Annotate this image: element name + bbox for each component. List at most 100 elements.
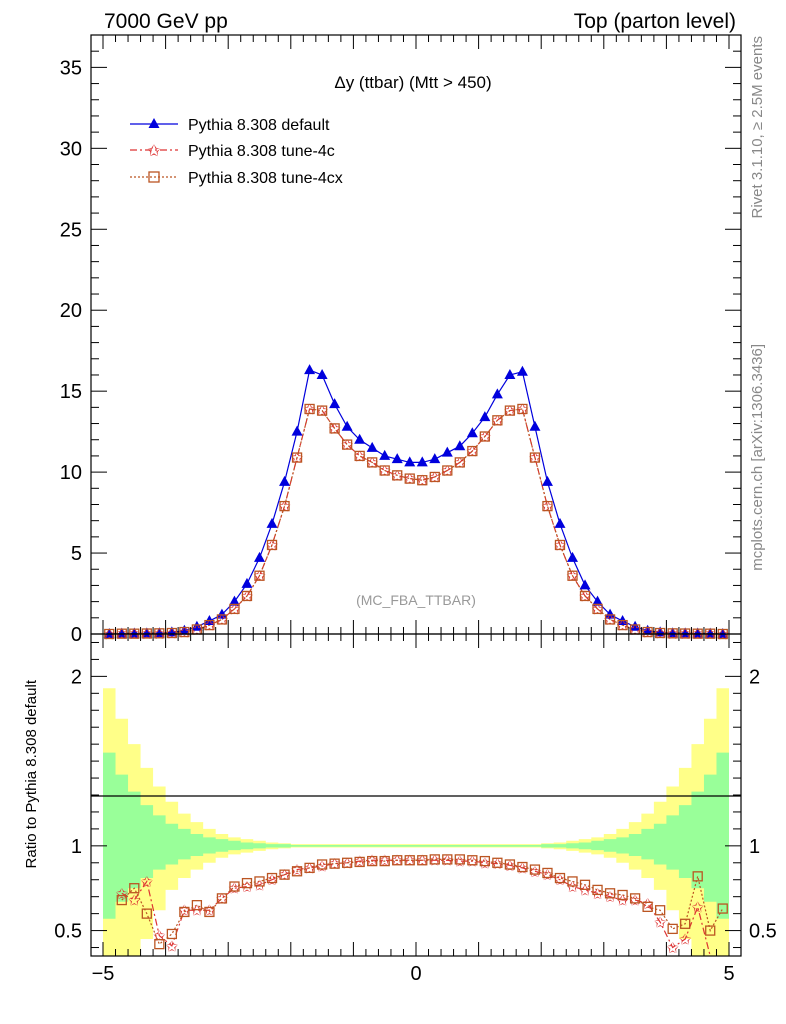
- ratio-point-s1-8: [204, 906, 215, 918]
- main-point-s0-42: [629, 620, 641, 631]
- main-point-s2-41: [617, 619, 628, 631]
- ratio-point-s0-26: ✩: [428, 853, 441, 870]
- ratio-point-s0-42: ✩: [629, 893, 642, 910]
- ratio-point-s1-49: [717, 903, 728, 914]
- main-point-s1-0: ✩: [103, 627, 116, 644]
- ratio-point-s1-1: [116, 894, 127, 906]
- main-title: Δy (ttbar) (Mtt > 450): [334, 73, 491, 92]
- main-point-s1-13: ✩: [266, 537, 279, 554]
- main-point-s1-39: ✩: [591, 601, 604, 618]
- main-point-s1-9: ✩: [216, 612, 229, 629]
- ratio-point-s0-3: ✩: [141, 874, 154, 891]
- ratio-point-s1-27: [442, 854, 453, 865]
- main-point-s2-10: [229, 603, 240, 615]
- ratio-point-s0-17: ✩: [316, 859, 329, 876]
- side-text-lower: mcplots.cern.ch [arXiv:1306.3436]: [749, 344, 766, 571]
- main-point-s1-49: ✩: [716, 627, 729, 644]
- ratio-point-s0-43: ✩: [641, 896, 654, 913]
- ratio-point-s1-39: [592, 884, 603, 896]
- ratio-point-s0-2: ✩: [128, 893, 141, 910]
- ratio-point-s1-21: [367, 855, 378, 867]
- main-point-s0-38: [579, 579, 591, 590]
- main-point-s2-43: [642, 626, 653, 638]
- ratio-point-s1-7: [191, 900, 203, 911]
- main-point-s2-30: [479, 431, 491, 442]
- main-ytick-label: 35: [60, 57, 82, 79]
- main-point-s0-1: [116, 627, 128, 638]
- ratio-point-s0-44: ✩: [654, 915, 667, 932]
- ratio-point-s1-34: [529, 864, 541, 875]
- main-point-s1-29: ✩: [466, 444, 479, 461]
- main-point-s2-37: [567, 570, 578, 581]
- x-tick-label: 0: [410, 963, 421, 985]
- main-ytick-label: 5: [71, 543, 82, 565]
- ratio-point-s1-22: [379, 855, 390, 867]
- ratio-point-s1-28: [454, 854, 465, 865]
- main-point-s2-12: [254, 570, 265, 581]
- main-y-tick-labels: 0 5 10 15 20 25 30 35: [60, 57, 82, 646]
- main-point-s2-5: [166, 627, 178, 639]
- main-point-s2-44: [654, 627, 666, 639]
- main-point-s0-3: [141, 627, 153, 638]
- main-point-s0-19: [341, 420, 353, 431]
- ratio-y-axis-label: Ratio to Pythia 8.308 default: [23, 679, 40, 868]
- legend-entry-tune-4cx: Pythia 8.308 tune-4cx: [130, 170, 343, 187]
- ratio-point-s0-27: ✩: [441, 853, 454, 870]
- ratio-point-s1-15: [291, 866, 303, 877]
- ratio-point-s0-4: ✩: [153, 928, 166, 945]
- main-point-s2-15: [291, 452, 303, 463]
- ratio-point-s1-36: [554, 872, 566, 884]
- main-point-s1-36: ✩: [554, 537, 567, 554]
- main-point-s0-33: [516, 365, 528, 376]
- main-point-s0-29: [466, 427, 478, 438]
- ratio-point-s0-30: ✩: [479, 855, 492, 872]
- ratio-point-s1-40: [604, 888, 616, 899]
- main-point-s0-21: [366, 441, 378, 452]
- ratio-point-s1-18: [329, 858, 340, 869]
- side-text-upper: Rivet 3.1.10, ≥ 2.5M events: [749, 36, 766, 219]
- ratio-point-s1-25: [417, 855, 428, 866]
- main-point-s0-34: [529, 420, 541, 431]
- ratio-point-s1-23: [392, 855, 403, 866]
- legend-label-tune-4c: Pythia 8.308 tune-4c: [188, 143, 335, 160]
- ratio-point-s1-31: [492, 857, 503, 868]
- main-point-s1-25: ✩: [416, 473, 429, 490]
- main-point-s1-30: ✩: [479, 429, 492, 446]
- ratio-ytick-label-left: 0.5: [54, 921, 82, 943]
- ratio-point-s1-16: [304, 862, 315, 874]
- ratio-point-s0-28: ✩: [454, 854, 467, 871]
- ratio-point-s1-9: [216, 893, 228, 904]
- main-point-s0-25: [416, 456, 428, 467]
- ratio-point-s1-6: [179, 906, 190, 918]
- ratio-point-s0-41: ✩: [616, 893, 629, 910]
- main-ytick-label: 30: [60, 138, 82, 160]
- main-point-s0-48: [704, 627, 716, 638]
- ratio-point-s0-24: ✩: [403, 853, 416, 870]
- main-point-s1-17: ✩: [316, 403, 329, 420]
- main-point-s2-40: [604, 614, 616, 625]
- main-point-s1-6: ✩: [178, 625, 191, 642]
- main-point-s1-26: ✩: [428, 469, 441, 486]
- ratio-ytick-label-right: 2: [749, 666, 760, 688]
- main-axis-ticks: [91, 35, 741, 635]
- main-point-s1-18: ✩: [328, 421, 341, 438]
- main-point-s0-4: [153, 627, 165, 638]
- main-point-s2-20: [354, 450, 365, 462]
- ratio-ytick-label-right: 0.5: [749, 921, 777, 943]
- main-point-s0-45: [667, 627, 679, 638]
- ratio-series-markers: ✩ ✩✩✩✩✩ ✩ ✩✩✩ ✩ ✩ ✩ ✩ ✩ ✩ ✩ ✩ ✩ ✩ ✩ ✩ ✩ ✩ ✩ ✩ ✩ ✩ ✩ ✩ ✩ ✩ ✩ ✩ ✩ ✩ ✩ ✩ ✩ ✩…: [115, 853, 728, 957]
- watermark-label: (MC_FBA_TTBAR): [356, 592, 476, 608]
- main-point-s1-23: ✩: [391, 468, 404, 485]
- ratio-point-s0-35: ✩: [541, 867, 554, 884]
- ratio-point-s1-4: [154, 938, 165, 950]
- ratio-point-s0-29: ✩: [466, 854, 479, 871]
- main-ytick-label: 15: [60, 381, 82, 403]
- main-point-s1-8: ✩: [203, 618, 216, 635]
- main-point-s0-31: [491, 388, 503, 399]
- main-point-s0-13: [266, 517, 278, 528]
- main-point-s2-28: [454, 457, 465, 468]
- ratio-point-s0-25: ✩: [416, 853, 429, 870]
- ratio-axis-ticks: [91, 634, 741, 956]
- main-point-s2-23: [392, 470, 403, 481]
